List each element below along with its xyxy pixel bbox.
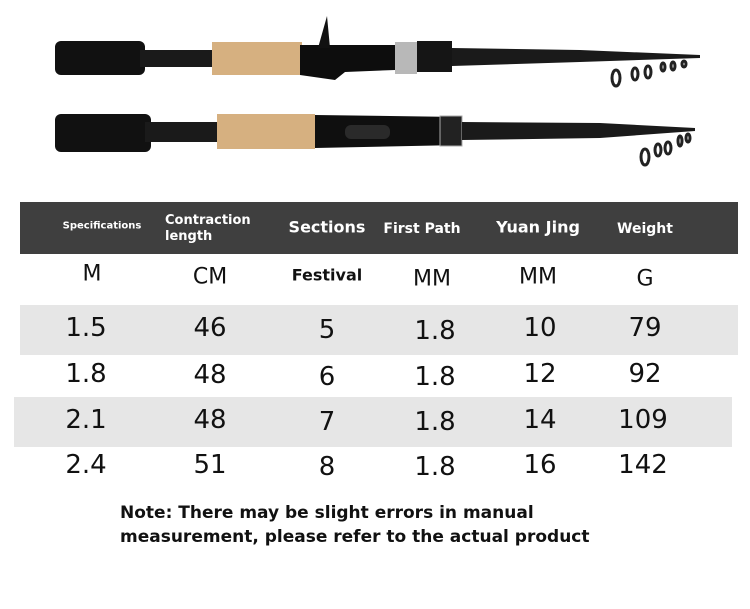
cell-first-path: 1.8 xyxy=(414,407,456,437)
header-specifications: Specifications xyxy=(62,220,142,232)
header-weight: Weight xyxy=(617,221,673,237)
header-sections: Sections xyxy=(288,217,366,237)
measurement-note: Note: There may be slight errors in manu… xyxy=(120,501,590,549)
cell-length: 48 xyxy=(193,360,227,390)
row-stripe xyxy=(20,305,738,355)
cell-length: 48 xyxy=(193,405,227,435)
cell-yuan-jing: 16 xyxy=(523,450,557,480)
cell-length: 51 xyxy=(193,450,227,480)
cell-first-path: 1.8 xyxy=(414,316,456,346)
note-line-1: Note: There may be slight errors in manu… xyxy=(120,503,534,523)
unit-weight: G xyxy=(636,266,654,292)
unit-first-path: MM xyxy=(413,266,451,292)
cell-spec: 1.5 xyxy=(65,313,107,343)
spinning-rod xyxy=(55,114,695,167)
cell-weight: 109 xyxy=(618,405,668,435)
cell-yuan-jing: 14 xyxy=(523,405,557,435)
cell-weight: 79 xyxy=(628,313,662,343)
cell-weight: 92 xyxy=(628,359,662,389)
cell-spec: 2.1 xyxy=(65,405,107,435)
fishing-rods-image xyxy=(55,16,700,167)
cell-first-path: 1.8 xyxy=(414,452,456,482)
cell-yuan-jing: 10 xyxy=(523,313,557,343)
unit-contraction-length: CM xyxy=(192,264,228,290)
cell-sections: 5 xyxy=(318,315,336,345)
note-line-2: measurement, please refer to the actual … xyxy=(120,527,590,547)
table-header-band xyxy=(20,202,738,254)
cell-first-path: 1.8 xyxy=(414,362,456,392)
cell-yuan-jing: 12 xyxy=(523,359,557,389)
unit-sections: Festival xyxy=(291,265,363,285)
header-first-path: First Path xyxy=(383,221,461,237)
unit-specifications: M xyxy=(82,261,102,287)
cell-sections: 6 xyxy=(318,362,336,392)
row-stripe xyxy=(14,397,732,447)
casting-rod xyxy=(55,16,700,88)
unit-yuan-jing: MM xyxy=(519,264,557,290)
cell-sections: 8 xyxy=(318,452,336,482)
cell-sections: 7 xyxy=(318,407,336,437)
cell-spec: 1.8 xyxy=(65,359,107,389)
header-contraction-length: Contraction length xyxy=(165,213,251,244)
cell-weight: 142 xyxy=(618,450,668,480)
cell-length: 46 xyxy=(193,313,227,343)
header-yuan-jing: Yuan Jing xyxy=(496,217,580,237)
cell-spec: 2.4 xyxy=(65,450,107,480)
